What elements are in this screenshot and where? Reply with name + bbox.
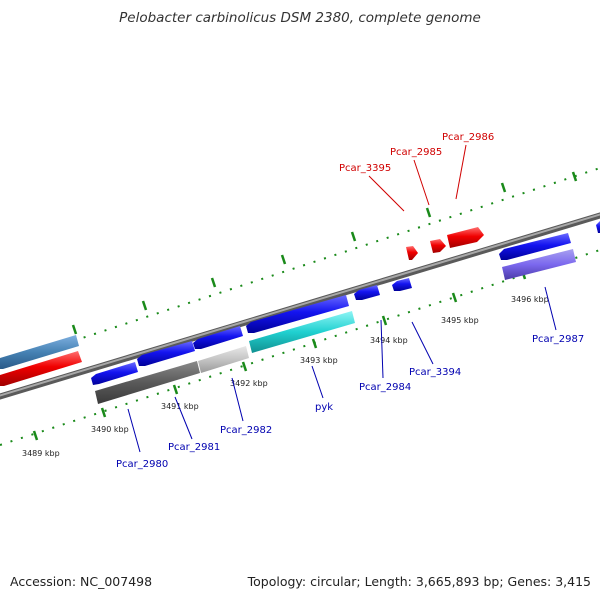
label-pcar-2980: Pcar_2980 — [116, 459, 168, 470]
leader-pcar-2987 — [544, 286, 557, 331]
gene-forward-left-red[interactable] — [0, 351, 82, 386]
tick-label-3494: 3494 kbp — [370, 336, 408, 345]
gene-pcar-2987-cds[interactable] — [499, 233, 571, 260]
label-pcar-2984: Pcar_2984 — [359, 382, 411, 393]
lower-major-ticks — [32, 269, 527, 441]
gene-right-edge-cds[interactable] — [596, 221, 600, 233]
tick-label-3491: 3491 kbp — [161, 402, 199, 411]
gene-pyk-cds[interactable] — [246, 295, 349, 333]
label-pcar-2985: Pcar_2985 — [390, 147, 442, 158]
gene-pcar-2980-feature[interactable] — [95, 361, 200, 404]
tick-label-3493: 3493 kbp — [300, 356, 338, 365]
label-pyk: pyk — [315, 402, 333, 413]
label-pcar-2987: Pcar_2987 — [532, 334, 584, 345]
gene-pcar-3394-cds[interactable] — [392, 278, 412, 291]
gene-pcar-2980-cds[interactable] — [91, 362, 138, 385]
label-pcar-3394: Pcar_3394 — [409, 367, 461, 378]
leader-pcar-2980 — [127, 408, 141, 453]
gene-outer-left-steelblue[interactable] — [0, 335, 79, 369]
tick-label-3490: 3490 kbp — [91, 425, 129, 434]
label-pcar-2986: Pcar_2986 — [442, 132, 494, 143]
label-pcar-2982: Pcar_2982 — [220, 425, 272, 436]
tick-label-3492: 3492 kbp — [230, 379, 268, 388]
gene-pcar-2985-cds[interactable] — [430, 239, 446, 253]
leader-pcar-2981 — [174, 396, 193, 440]
label-pcar-3395: Pcar_3395 — [339, 163, 391, 174]
tick-label-3489: 3489 kbp — [22, 449, 60, 458]
gene-pyk-feature[interactable] — [249, 311, 355, 353]
tick-label-3496: 3496 kbp — [511, 295, 549, 304]
gene-pcar-2982-cds[interactable] — [193, 326, 243, 349]
leader-pcar-2986 — [455, 144, 467, 200]
backbone-highlight — [0, 213, 600, 397]
map-title: Pelobacter carbinolicus DSM 2380, comple… — [119, 10, 481, 26]
leader-pcar-2984 — [380, 319, 384, 379]
leader-pyk — [311, 365, 324, 399]
tick-label-3495: 3495 kbp — [441, 316, 479, 325]
leader-pcar-2985 — [413, 159, 430, 206]
leader-pcar-2982 — [231, 377, 244, 422]
gene-pcar-2986-cds[interactable] — [447, 227, 484, 248]
gene-pcar-2981-cds[interactable] — [137, 341, 195, 366]
leader-pcar-3395 — [368, 175, 405, 212]
leader-pcar-3394 — [411, 321, 434, 365]
gene-pcar-2982-feature[interactable] — [198, 346, 249, 373]
lower-tick-line — [0, 249, 600, 446]
upper-major-ticks — [71, 171, 578, 335]
genome-summary: Topology: circular; Length: 3,665,893 bp… — [247, 574, 591, 589]
gene-pcar-3395-cds[interactable] — [406, 246, 418, 260]
accession-info: Accession: NC_007498 — [10, 574, 153, 589]
gene-pcar-2984-cds[interactable] — [354, 285, 380, 300]
gene-pcar-2987-feature[interactable] — [502, 249, 576, 280]
label-pcar-2981: Pcar_2981 — [168, 442, 220, 453]
